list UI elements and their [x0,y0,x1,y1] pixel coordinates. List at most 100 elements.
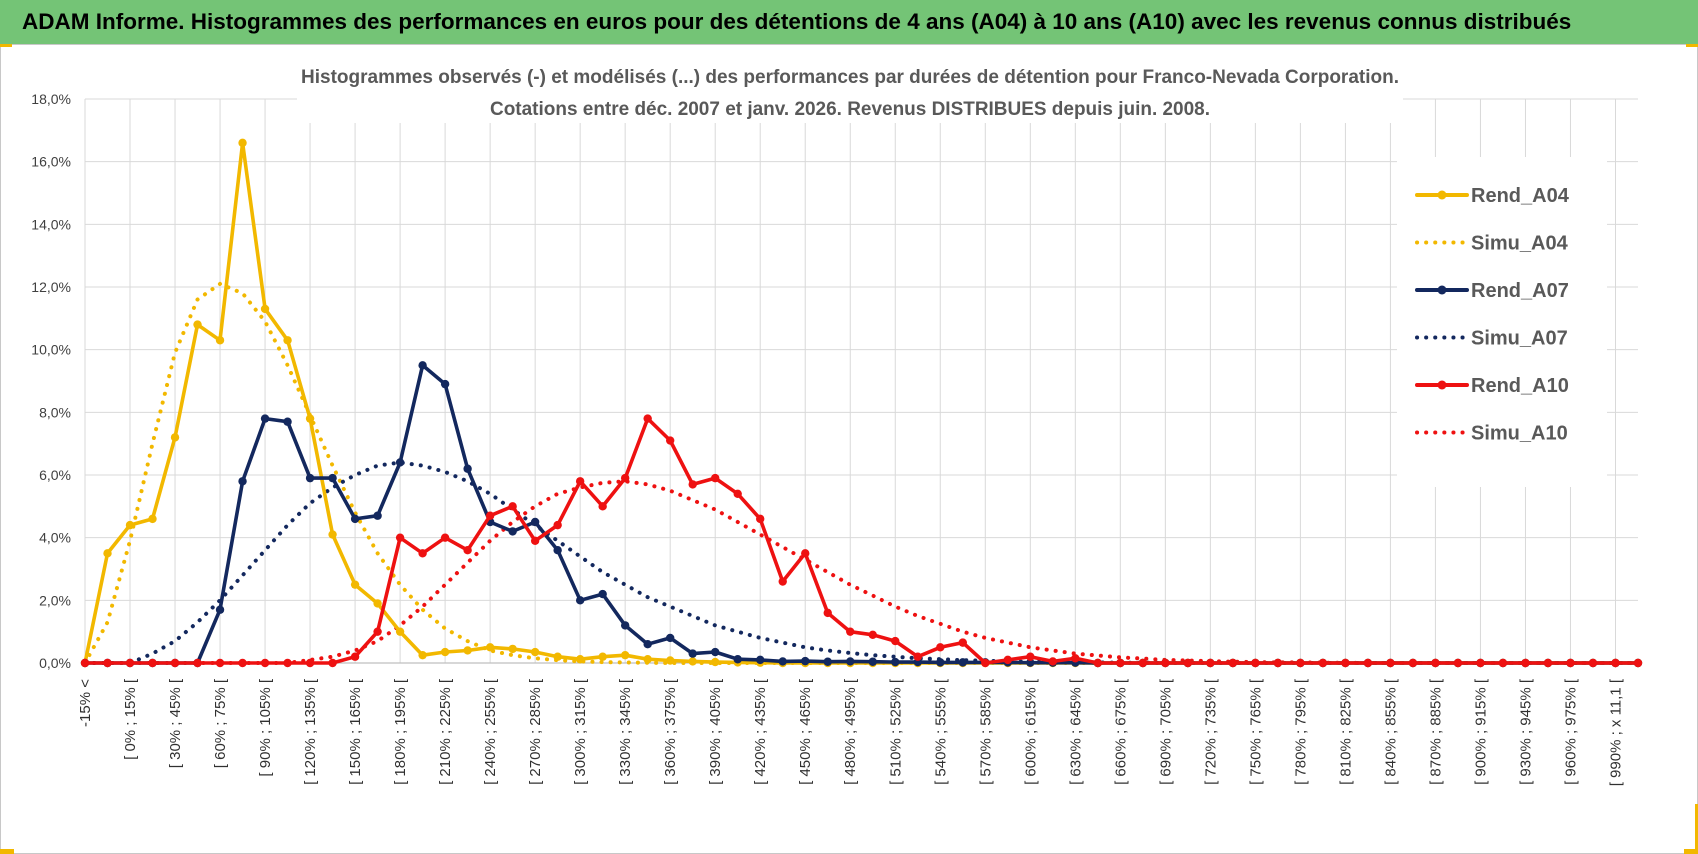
data-point-rend-a07 [575,596,585,605]
data-point-rend-a07 [620,621,630,630]
data-point-rend-a10 [485,511,495,520]
x-tick-label: [ 60% ; 75% [ [212,678,229,768]
data-point-rend-a10 [553,520,562,530]
x-tick-label: [ 210% ; 225% [ [437,678,454,785]
chart-axes: 0,0% 2,0% 4,0% 6,0% 8,0% 10,0% 12,0% 14,0% 16,0%… [31,91,1638,786]
data-point-rend-a10 [530,536,540,545]
data-point-rend-a04 [350,580,360,589]
data-point-rend-a10 [1161,658,1170,668]
data-point-rend-a07 [598,589,607,599]
data-point-rend-a04 [193,320,202,329]
legend-label-simu-a04: Simu_A04 [1471,233,1569,255]
data-point-rend-a10 [620,473,630,483]
data-point-rend-a04 [643,655,652,664]
legend-marker-rend-a04 [1437,190,1447,200]
data-point-rend-a07 [643,640,652,649]
data-point-rend-a10 [305,658,315,668]
x-tick-label: [ 570% ; 585% [ [977,678,994,785]
x-tick-label: [ 510% ; 525% [ [887,678,904,785]
data-point-rend-a10 [1093,658,1103,668]
data-point-rend-a04 [575,655,585,664]
data-point-rend-a04 [283,336,292,345]
data-point-rend-a10 [868,630,877,639]
x-tick-label: [ 90% ; 105% [ [257,678,274,776]
data-point-rend-a04 [418,650,427,660]
data-point-rend-a10 [1048,657,1058,666]
y-tick-label: 4,0% [39,530,71,546]
data-point-rend-a10 [711,473,720,483]
data-point-rend-a10 [1206,658,1215,668]
data-point-rend-a07 [733,655,742,664]
data-point-rend-a07 [418,361,427,370]
page-title: ADAM Informe. Histogrammes des performan… [22,9,1572,34]
data-point-rend-a07 [958,658,967,667]
data-point-rend-a07 [553,546,562,555]
x-tick-label: [ 120% ; 135% [ [302,678,319,785]
y-tick-label: 18,0% [31,91,71,107]
legend-background [1397,157,1607,487]
data-point-rend-a04 [688,657,697,666]
y-tick-label: 0,0% [39,655,71,671]
legend-label-simu-a07: Simu_A07 [1471,328,1568,350]
data-point-rend-a04 [553,652,562,661]
data-point-rend-a04 [665,656,675,665]
data-point-rend-a10 [1386,658,1395,668]
data-point-rend-a04 [373,599,382,608]
data-point-rend-a04 [305,414,315,423]
x-tick-label: [ 240% ; 255% [ [482,678,499,785]
data-point-rend-a07 [801,656,810,666]
x-tick-label: [ 660% ; 675% [ [1112,678,1129,785]
legend-label-rend-a04: Rend_A04 [1471,185,1570,207]
y-tick-label: 16,0% [31,154,71,170]
legend-marker-rend-a10 [1437,380,1447,390]
corner-accent [1686,44,1698,47]
x-tick-label: [ 480% ; 495% [ [842,678,859,785]
x-tick-label: [ 330% ; 345% [ [617,678,634,785]
chart-gridlines [84,98,1638,663]
y-tick-label: 6,0% [39,467,71,483]
data-point-rend-a10 [1521,658,1530,668]
series-line-simu-a10 [83,479,1640,665]
data-point-rend-a07 [373,511,382,520]
data-point-rend-a04 [711,657,720,667]
series-line-simu-a04 [83,281,1640,665]
x-tick-label: [ 0% ; 15% [ [122,678,139,760]
data-point-rend-a10 [1566,658,1575,668]
y-tick-label: 2,0% [39,592,71,608]
data-point-rend-a10 [1453,658,1463,668]
data-point-rend-a04 [170,433,180,442]
histogram-chart: 0,0% 2,0% 4,0% 6,0% 8,0% 10,0% 12,0% 14,0% 16,0%… [31,61,1643,786]
data-point-rend-a10 [1476,658,1485,668]
data-point-rend-a10 [1296,658,1305,668]
data-point-rend-a10 [688,480,697,489]
data-point-rend-a07 [440,379,450,389]
x-tick-label: [ 750% ; 765% [ [1247,678,1264,785]
x-tick-label: [ 600% ; 615% [ [1022,678,1039,785]
data-point-rend-a10 [215,658,225,668]
x-tick-label: [ 810% ; 825% [ [1337,678,1354,785]
data-point-rend-a10 [80,658,90,668]
data-point-rend-a04 [395,627,405,636]
legend-marker-rend-a07 [1437,285,1447,295]
chart-title: Histogrammes observés (-) et modélisés (… [297,61,1403,123]
data-point-rend-a10 [756,514,765,524]
data-point-rend-a10 [846,627,855,636]
corner-accent [1695,804,1698,854]
x-tick-label: [ 690% ; 705% [ [1157,678,1174,785]
data-point-rend-a04 [148,514,157,524]
data-point-rend-a10 [328,658,337,668]
data-point-rend-a10 [1633,658,1643,668]
x-tick-label: [ 870% ; 885% [ [1427,678,1444,785]
series-line-rend-a10 [83,416,1640,665]
data-point-rend-a10 [1588,658,1598,668]
data-point-rend-a07 [238,477,247,486]
data-point-rend-a07 [868,657,877,666]
data-point-rend-a04 [620,650,630,660]
data-point-rend-a04 [103,549,112,558]
data-point-rend-a10 [193,658,202,668]
data-point-rend-a10 [801,549,810,558]
data-point-rend-a10 [418,549,427,558]
data-point-rend-a10 [1183,658,1193,668]
x-tick-label: [ 390% ; 405% [ [707,678,724,785]
data-point-rend-a07 [823,657,832,666]
